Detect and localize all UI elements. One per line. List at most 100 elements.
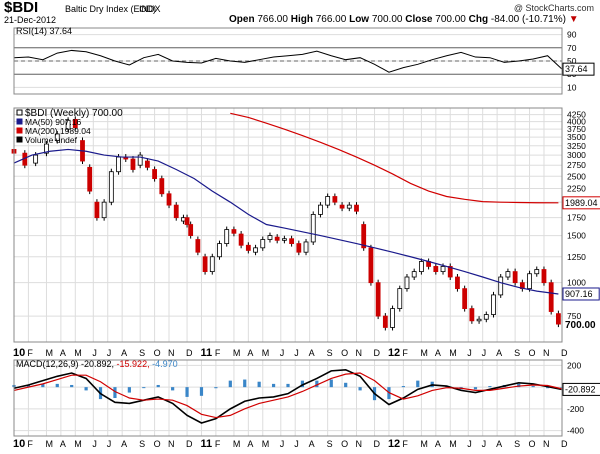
down-candle — [361, 224, 367, 249]
up-candle — [267, 235, 273, 240]
up-candle — [281, 238, 287, 241]
chg-value: -84.00 (-10.71%) — [490, 14, 566, 25]
up-candle — [527, 273, 532, 290]
x-tick-label: J — [92, 348, 97, 358]
x-tick-label: A — [309, 439, 315, 449]
macd-histogram-bar — [286, 383, 290, 388]
x-tick-label: M — [449, 439, 457, 449]
up-candle — [33, 154, 39, 164]
down-candle — [159, 178, 165, 195]
macd-histogram-bar — [199, 387, 204, 396]
down-arrow-icon: ▼ — [568, 14, 579, 25]
x-tick-label: A — [435, 348, 441, 358]
macd-histogram-bar — [55, 383, 59, 388]
x-tick-label: A — [247, 348, 253, 358]
rsi-line — [13, 49, 563, 73]
ma50-line — [13, 148, 559, 295]
down-candle — [332, 196, 338, 203]
macd-frame — [13, 359, 563, 437]
x-tick-label: O — [341, 439, 348, 449]
y-tick-label: 1500 — [567, 231, 586, 241]
down-candle — [231, 229, 237, 234]
x-tick-label: J — [467, 348, 472, 358]
down-candle — [455, 276, 460, 290]
x-tick-label: J — [294, 348, 299, 358]
up-candle — [390, 308, 395, 328]
down-candle — [238, 233, 244, 246]
legend-swatch — [16, 136, 23, 143]
x-tick-label: 10 — [13, 347, 25, 359]
x-tick-label: A — [60, 439, 66, 449]
down-candle — [166, 193, 172, 206]
rsi-current-value: 37.64 — [565, 64, 588, 74]
open-label: Open — [229, 14, 255, 25]
macd-histogram-bar — [41, 383, 45, 388]
close-current-value: 700.00 — [565, 320, 596, 331]
x-tick-label: A — [496, 348, 502, 358]
x-tick-label: A — [435, 439, 441, 449]
x-tick-label: F — [402, 439, 408, 449]
down-candle — [274, 236, 280, 241]
down-candle — [152, 169, 158, 180]
high-label: High — [290, 14, 313, 25]
macd-panel: 2000-200-40010FMAMJJASOND11FMAMJJASOND12… — [12, 359, 600, 450]
x-tick-label: 11 — [200, 347, 212, 359]
up-candle — [101, 201, 107, 219]
y-tick-label: -200 — [567, 404, 584, 414]
macd-histogram-bar — [315, 380, 319, 388]
up-candle — [346, 204, 352, 209]
up-candle — [44, 143, 49, 154]
up-candle — [217, 243, 222, 258]
x-tick-label: O — [154, 439, 161, 449]
down-candle — [195, 239, 201, 253]
rsi-frame — [13, 27, 563, 95]
legend-swatch — [16, 127, 23, 134]
x-tick-label: F — [215, 348, 221, 358]
quote-date: 21-Dec-2012 — [4, 15, 57, 25]
down-candle — [296, 243, 302, 253]
down-candle — [375, 282, 381, 317]
x-tick-label: J — [294, 439, 299, 449]
x-tick-label: M — [45, 348, 53, 358]
macd-histogram-bar — [257, 381, 261, 388]
x-tick-label: A — [309, 348, 315, 358]
macd-histogram-bar — [70, 384, 74, 388]
macd-histogram-bar — [329, 379, 333, 388]
macd-histogram-bar — [545, 387, 550, 389]
macd-histogram-bar — [214, 387, 218, 389]
macd-histogram-bar — [473, 387, 478, 390]
macd-histogram-bar — [358, 387, 362, 391]
x-tick-label: S — [514, 348, 520, 358]
x-tick-label: A — [496, 439, 502, 449]
up-candle — [483, 314, 489, 320]
x-tick-label: J — [280, 439, 285, 449]
down-candle — [462, 288, 468, 309]
up-candle — [224, 229, 230, 244]
up-candle — [108, 171, 114, 203]
down-candle — [130, 158, 136, 170]
x-tick-label: 10 — [13, 438, 25, 450]
legend-swatch — [16, 109, 23, 116]
down-candle — [368, 247, 374, 284]
price-frame — [13, 107, 563, 343]
macd-histogram-bar — [416, 380, 420, 388]
macd-histogram-bar — [171, 387, 175, 391]
x-tick-label: M — [233, 348, 241, 358]
down-candle — [354, 204, 359, 212]
rsi-legend: RSI(14) 37.64 — [16, 26, 72, 36]
y-tick-label: 2750 — [567, 160, 586, 170]
down-candle — [72, 118, 78, 129]
y-tick-label: 3500 — [567, 132, 586, 142]
down-candle — [382, 315, 388, 328]
y-tick-label: 200 — [567, 360, 581, 370]
up-candle — [303, 241, 309, 253]
up-candle — [318, 204, 323, 215]
x-tick-label: 11 — [200, 438, 212, 450]
x-tick-label: J — [482, 348, 487, 358]
low-label: Low — [349, 14, 370, 25]
down-candle — [188, 224, 194, 236]
up-candle — [411, 271, 417, 278]
macd-histogram-bar — [488, 386, 492, 388]
